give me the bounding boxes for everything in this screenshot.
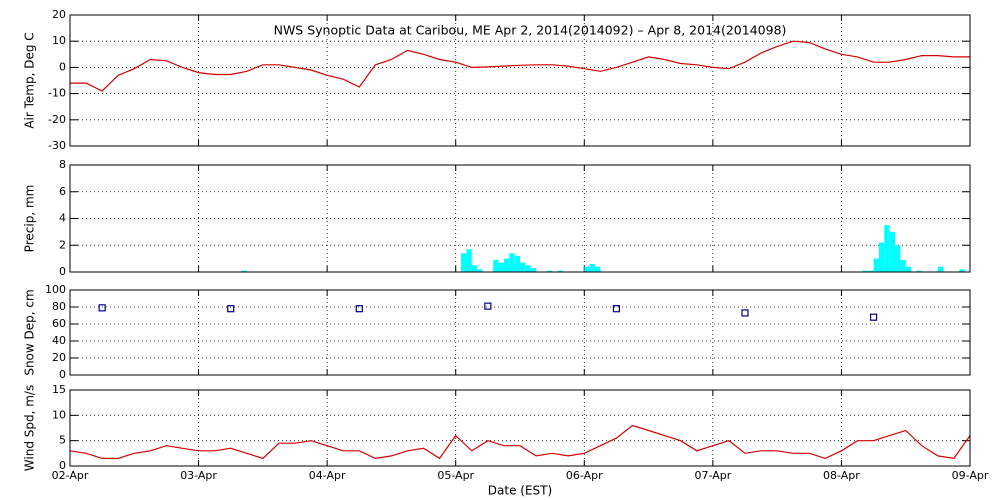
data-line xyxy=(70,40,970,92)
bar xyxy=(900,259,906,272)
bar xyxy=(525,265,531,272)
bar xyxy=(584,266,590,272)
point xyxy=(355,305,363,313)
panel-frame xyxy=(69,14,971,147)
bar xyxy=(878,242,885,272)
y-axis-label: Wind Spd, m/s xyxy=(23,385,37,471)
x-tick-label: 09-Apr xyxy=(952,469,989,482)
panel-frame xyxy=(69,164,971,273)
y-axis-label: Snow Dep, cm xyxy=(23,289,37,375)
bar xyxy=(477,269,483,272)
x-axis-label: Date (EST) xyxy=(488,484,552,498)
bar xyxy=(937,266,944,272)
bar xyxy=(503,258,510,272)
bar xyxy=(557,270,563,272)
panel-frame xyxy=(69,289,971,376)
bar xyxy=(241,270,247,272)
point xyxy=(484,302,492,310)
x-tick-label: 05-Apr xyxy=(437,469,474,482)
y-tick-label: -10 xyxy=(48,87,66,100)
bar xyxy=(461,253,467,272)
x-tick-label: 07-Apr xyxy=(694,469,731,482)
bar xyxy=(530,267,537,272)
x-tick-label: 04-Apr xyxy=(309,469,346,482)
point xyxy=(98,304,106,312)
y-tick-label: 80 xyxy=(52,300,66,313)
point xyxy=(227,305,235,313)
x-tick-label: 08-Apr xyxy=(823,469,860,482)
bar xyxy=(959,269,965,272)
bar xyxy=(514,255,520,272)
bar xyxy=(466,249,472,272)
y-tick-label: 0 xyxy=(59,60,66,73)
y-tick-label: 4 xyxy=(59,212,66,225)
x-tick-label: 03-Apr xyxy=(180,469,217,482)
y-tick-label: 0 xyxy=(59,459,66,472)
x-tick-label: 02-Apr xyxy=(52,469,89,482)
bar xyxy=(520,262,526,272)
point xyxy=(741,309,749,317)
y-tick-label: -30 xyxy=(48,139,66,152)
y-tick-label: 40 xyxy=(52,334,66,347)
bar xyxy=(493,259,499,272)
panel-frame xyxy=(69,389,971,467)
bar xyxy=(895,245,901,272)
bar xyxy=(905,266,912,272)
y-tick-label: 0 xyxy=(59,265,66,278)
bar xyxy=(589,263,595,272)
y-tick-label: 0 xyxy=(59,368,66,381)
y-axis-label: Air Temp, Deg C xyxy=(23,32,37,128)
y-tick-label: 20 xyxy=(52,351,66,364)
point xyxy=(869,313,878,321)
bar xyxy=(498,262,504,272)
y-tick-label: 6 xyxy=(59,185,66,198)
bar xyxy=(868,270,874,272)
y-tick-label: 8 xyxy=(59,158,66,171)
bar xyxy=(509,253,515,272)
bar xyxy=(471,265,478,272)
y-tick-label: 60 xyxy=(52,317,66,330)
bar xyxy=(546,270,553,272)
x-tick-label: 06-Apr xyxy=(566,469,603,482)
y-tick-label: 5 xyxy=(59,434,66,447)
bar xyxy=(873,258,879,272)
data-line xyxy=(69,424,971,460)
y-tick-label: 15 xyxy=(52,383,66,396)
y-tick-label: -20 xyxy=(48,113,66,126)
bar xyxy=(595,266,601,272)
y-axis-label: Precip, mm xyxy=(23,185,37,253)
y-tick-label: 2 xyxy=(59,238,66,251)
y-tick-label: 10 xyxy=(52,34,66,47)
bar xyxy=(862,270,869,272)
chart-title: NWS Synoptic Data at Caribou, ME Apr 2, … xyxy=(274,23,787,38)
bar xyxy=(889,231,895,272)
point xyxy=(612,305,621,313)
y-tick-label: 100 xyxy=(45,283,66,296)
bar xyxy=(916,270,922,272)
bar xyxy=(884,225,890,272)
y-tick-label: 20 xyxy=(52,8,66,21)
y-tick-label: 10 xyxy=(52,408,66,421)
